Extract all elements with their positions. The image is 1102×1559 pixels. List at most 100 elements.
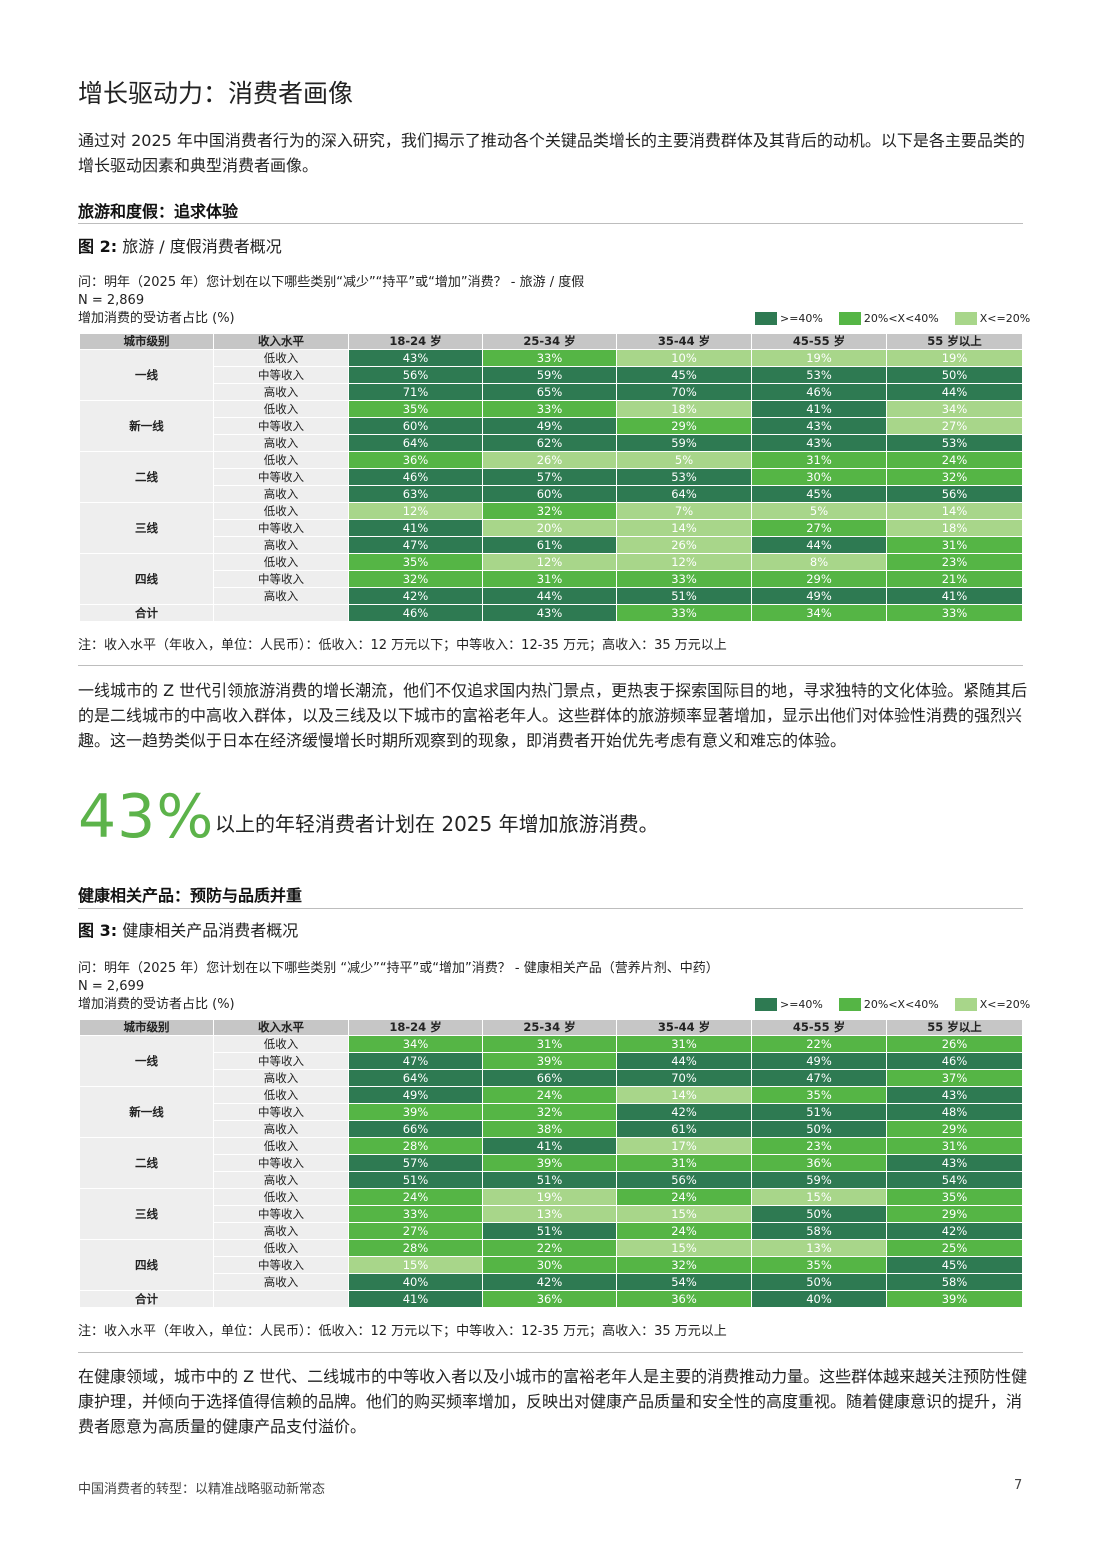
data-cell: 30% xyxy=(482,1256,617,1274)
legend-swatch-high xyxy=(755,312,777,325)
figure2-legend: >=40% 20%<X<40% X<=20% xyxy=(755,312,1046,325)
data-cell: 28% xyxy=(348,1239,483,1257)
income-level-label: 低收入 xyxy=(213,553,349,571)
data-cell: 39% xyxy=(348,1103,483,1121)
city-tier-label: 二线 xyxy=(79,451,214,503)
data-cell: 31% xyxy=(886,1137,1023,1155)
section1-heading: 旅游和度假：追求体验 xyxy=(78,202,239,221)
data-cell: 43% xyxy=(886,1154,1023,1172)
column-header: 25-34 岁 xyxy=(482,1019,617,1036)
data-cell: 31% xyxy=(482,1035,617,1053)
data-cell: 29% xyxy=(751,570,887,588)
data-cell: 44% xyxy=(482,587,617,605)
data-cell: 58% xyxy=(886,1273,1023,1291)
data-cell: 46% xyxy=(751,383,887,401)
total-cell: 46% xyxy=(348,604,483,622)
legend-swatch-mid xyxy=(838,998,861,1011)
table-row: 中等收入 39% 32% 42% 51% 48% xyxy=(80,1103,1023,1121)
data-cell: 12% xyxy=(616,553,752,571)
data-cell: 36% xyxy=(348,451,483,469)
table-row: 中等收入 32% 31% 33% 29% 21% xyxy=(80,570,1023,588)
data-cell: 37% xyxy=(886,1069,1023,1087)
data-cell: 43% xyxy=(348,349,483,367)
data-cell: 28% xyxy=(348,1137,483,1155)
data-cell: 59% xyxy=(482,366,617,384)
figure3-caption: 图 3: 健康相关产品消费者概况 xyxy=(78,917,298,941)
column-header: 35-44 岁 xyxy=(616,333,752,350)
data-cell: 24% xyxy=(616,1222,752,1240)
data-cell: 22% xyxy=(751,1035,887,1053)
data-cell: 42% xyxy=(886,1222,1023,1240)
data-cell: 38% xyxy=(482,1120,617,1138)
data-cell: 23% xyxy=(751,1137,887,1155)
data-cell: 5% xyxy=(616,451,752,469)
data-cell: 12% xyxy=(482,553,617,571)
table-row: 中等收入 46% 57% 53% 30% 32% xyxy=(80,468,1023,486)
figure2-measure: 增加消费的受访者占比 (%) xyxy=(78,311,235,326)
data-cell: 14% xyxy=(886,502,1023,520)
income-level-label: 中等收入 xyxy=(213,366,349,384)
city-tier-label: 一线 xyxy=(79,1035,214,1087)
table-row: 高收入 71% 65% 70% 46% 44% xyxy=(80,383,1023,401)
income-level-label: 中等收入 xyxy=(213,468,349,486)
income-level-label: 低收入 xyxy=(213,1035,349,1053)
figure2-caption: 图 2: 旅游 / 度假消费者概况 xyxy=(78,233,282,257)
total-row: 合计 46% 43% 33% 34% 33% xyxy=(79,604,1023,622)
table-row: 新一线 低收入 49% 24% 14% 35% 43% xyxy=(79,1086,1023,1138)
data-cell: 33% xyxy=(348,1205,483,1223)
data-cell: 54% xyxy=(886,1171,1023,1189)
data-cell: 32% xyxy=(482,1103,617,1121)
data-cell: 29% xyxy=(616,417,752,435)
data-cell: 31% xyxy=(616,1035,752,1053)
data-cell: 62% xyxy=(482,434,617,452)
legend-label-low: X<=20% xyxy=(979,998,1031,1011)
data-cell: 15% xyxy=(616,1205,752,1223)
data-cell: 47% xyxy=(751,1069,887,1087)
legend-swatch-low xyxy=(954,312,977,325)
figure2-title: 旅游 / 度假消费者概况 xyxy=(117,237,282,256)
data-cell: 44% xyxy=(886,383,1023,401)
total-income-blank xyxy=(213,1290,349,1308)
column-header: 18-24 岁 xyxy=(348,1019,483,1036)
city-tier-label: 一线 xyxy=(79,349,214,401)
city-tier-label: 二线 xyxy=(79,1137,214,1189)
data-cell: 33% xyxy=(482,349,617,367)
data-cell: 18% xyxy=(886,519,1023,537)
data-cell: 35% xyxy=(348,553,483,571)
table-row: 高收入 64% 66% 70% 47% 37% xyxy=(80,1069,1023,1087)
income-level-label: 低收入 xyxy=(213,1239,349,1257)
data-cell: 63% xyxy=(348,485,483,503)
data-cell: 43% xyxy=(886,1086,1023,1104)
data-cell: 70% xyxy=(616,383,752,401)
data-cell: 59% xyxy=(751,1171,887,1189)
data-cell: 43% xyxy=(751,434,887,452)
total-cell: 33% xyxy=(886,604,1023,622)
data-cell: 49% xyxy=(482,417,617,435)
data-cell: 35% xyxy=(751,1086,887,1104)
data-cell: 49% xyxy=(751,587,887,605)
data-cell: 18% xyxy=(616,400,752,418)
income-level-label: 高收入 xyxy=(213,1222,349,1240)
table-row: 二线 低收入 36% 26% 5% 31% 24% xyxy=(79,451,1023,503)
figure2-label: 图 2: xyxy=(78,237,118,256)
data-cell: 56% xyxy=(348,366,483,384)
income-level-label: 低收入 xyxy=(213,502,349,520)
legend-label-low: X<=20% xyxy=(979,312,1031,325)
data-cell: 34% xyxy=(886,400,1023,418)
data-cell: 33% xyxy=(616,570,752,588)
column-header: 35-44 岁 xyxy=(616,1019,752,1036)
data-cell: 14% xyxy=(616,519,752,537)
data-cell: 19% xyxy=(751,349,887,367)
table-row: 中等收入 60% 49% 29% 43% 27% xyxy=(80,417,1023,435)
data-cell: 66% xyxy=(482,1069,617,1087)
column-header: 45-55 岁 xyxy=(751,333,887,350)
data-cell: 61% xyxy=(616,1120,752,1138)
table-row: 中等收入 56% 59% 45% 53% 50% xyxy=(80,366,1023,384)
table-row: 高收入 66% 38% 61% 50% 29% xyxy=(80,1120,1023,1138)
city-tier-label: 新一线 xyxy=(79,1086,214,1138)
data-cell: 51% xyxy=(616,587,752,605)
data-cell: 44% xyxy=(751,536,887,554)
income-level-label: 高收入 xyxy=(213,536,349,554)
data-cell: 40% xyxy=(348,1273,483,1291)
table-row: 中等收入 41% 20% 14% 27% 18% xyxy=(80,519,1023,537)
